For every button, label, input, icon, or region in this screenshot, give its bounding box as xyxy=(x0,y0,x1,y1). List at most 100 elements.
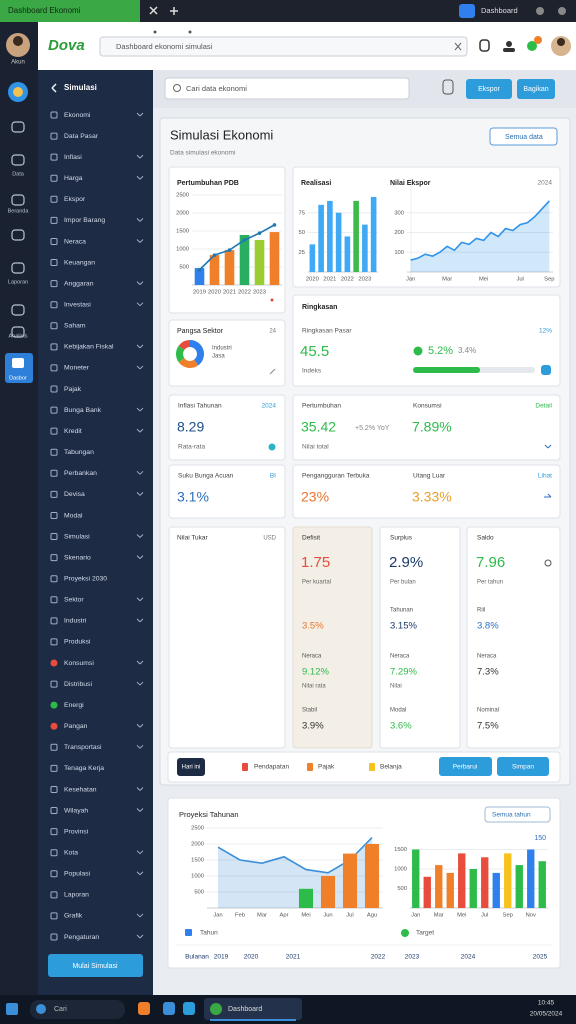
profile-name[interactable]: Dashboard xyxy=(481,6,518,15)
item-icon xyxy=(50,216,58,224)
sidebar-item[interactable]: Saham xyxy=(64,323,86,330)
sidebar-item[interactable]: Bunga Bank xyxy=(64,407,102,414)
card-badge[interactable]: 2024 xyxy=(262,403,277,410)
sidebar-item[interactable]: Populasi xyxy=(64,871,91,878)
app-icon[interactable] xyxy=(138,1002,150,1015)
filter-dropdown[interactable] xyxy=(489,127,558,146)
period-label[interactable]: 2024 xyxy=(461,954,476,961)
button[interactable] xyxy=(439,757,492,776)
sidebar-item[interactable]: Sektor xyxy=(64,597,84,604)
sidebar-item[interactable]: Kredit xyxy=(64,428,82,435)
rail-label[interactable]: Analisis xyxy=(9,333,28,339)
rail-label[interactable]: Laporan xyxy=(8,279,28,285)
action-button[interactable] xyxy=(541,365,551,375)
chart-title: Realisasi xyxy=(301,180,331,187)
sidebar-item[interactable]: Grafik xyxy=(64,913,83,920)
sidebar-item[interactable]: Energi xyxy=(64,702,84,709)
button-label[interactable]: Hari ini xyxy=(182,765,201,771)
filter-label[interactable]: Semua data xyxy=(505,134,543,141)
filter-label[interactable]: Semua tahun xyxy=(492,812,531,819)
button-label[interactable]: Simpan xyxy=(512,764,534,771)
card-badge[interactable]: 12% xyxy=(539,328,552,335)
period-label[interactable]: 2021 xyxy=(286,954,301,961)
sidebar-item[interactable]: Data Pasar xyxy=(64,133,99,140)
sidebar-item[interactable]: Harga xyxy=(64,175,83,182)
url-text[interactable]: Dashboard ekonomi simulasi xyxy=(116,42,213,51)
sidebar-item[interactable]: Wilayah xyxy=(64,807,88,814)
sidebar-item[interactable]: Impor Barang xyxy=(64,217,105,224)
app-label[interactable]: Dashboard xyxy=(228,1006,262,1013)
taskbar-search-text[interactable]: Cari xyxy=(54,1006,67,1013)
period-label[interactable]: 2022 xyxy=(371,954,386,961)
sidebar-item[interactable]: Moneter xyxy=(64,365,90,372)
chevron xyxy=(136,302,141,307)
active-app[interactable] xyxy=(204,998,302,1020)
period-label[interactable]: Bulanan xyxy=(185,954,209,961)
sidebar-item[interactable]: Produksi xyxy=(64,639,91,646)
sidebar-item[interactable]: Ekonomi xyxy=(64,112,91,119)
button-label[interactable]: Perbarui xyxy=(453,764,478,771)
button-label[interactable]: Ekspor xyxy=(478,86,500,93)
rail-label[interactable]: Dasbor xyxy=(9,375,27,381)
sidebar-item[interactable]: Perbankan xyxy=(64,470,97,477)
sidebar-item[interactable]: Distribusi xyxy=(64,681,92,688)
sidebar-item[interactable]: Kota xyxy=(64,849,78,856)
sidebar-item[interactable]: Kebijakan Fiskal xyxy=(64,344,114,351)
sidebar-item[interactable]: Modal xyxy=(64,512,83,519)
sidebar-item[interactable]: Investasi xyxy=(64,301,91,308)
sidebar-item[interactable]: Provinsi xyxy=(64,828,89,835)
sidebar-item[interactable]: Simulasi xyxy=(64,533,90,540)
sidebar-item[interactable]: Pengaturan xyxy=(64,934,99,941)
search-field[interactable] xyxy=(164,77,410,100)
sidebar-item[interactable]: Anggaran xyxy=(64,280,94,287)
sidebar-item[interactable]: Neraca xyxy=(64,238,86,245)
sidebar-item[interactable]: Pangan xyxy=(64,723,88,730)
sidebar-item[interactable]: Laporan xyxy=(64,892,89,899)
period-label[interactable]: 2020 xyxy=(244,954,259,961)
sidebar-item[interactable]: Konsumsi xyxy=(64,660,94,667)
card xyxy=(292,464,561,519)
point xyxy=(212,253,217,257)
app-icon[interactable] xyxy=(163,1002,175,1015)
sidebar-item[interactable]: Tenaga Kerja xyxy=(64,765,104,772)
chevron xyxy=(139,681,144,686)
button-label[interactable]: Mulai Simulasi xyxy=(72,963,118,970)
sidebar-item[interactable]: Devisa xyxy=(64,491,85,498)
button[interactable] xyxy=(497,757,549,776)
sidebar-item[interactable]: Industri xyxy=(64,618,87,625)
period-label[interactable]: 2025 xyxy=(533,954,548,961)
filter-dropdown[interactable] xyxy=(484,806,551,823)
button[interactable] xyxy=(517,79,555,99)
chevron xyxy=(136,555,141,559)
start-icon[interactable] xyxy=(6,1003,18,1015)
search-placeholder[interactable]: Cari data ekonomi xyxy=(186,84,247,93)
button[interactable] xyxy=(466,79,512,99)
start-button[interactable] xyxy=(48,954,143,977)
sidebar-item[interactable]: Ekspor xyxy=(64,196,86,203)
bar xyxy=(492,872,500,908)
sidebar-item[interactable]: Transportasi xyxy=(64,744,102,751)
sidebar-item[interactable]: Kesehatan xyxy=(64,786,97,793)
card xyxy=(292,294,561,387)
taskbar-search[interactable] xyxy=(30,1000,125,1019)
url-field[interactable] xyxy=(99,36,468,57)
card-badge[interactable]: BI xyxy=(270,473,276,480)
period-label[interactable]: 2019 xyxy=(214,954,229,961)
point xyxy=(197,268,202,272)
card-badge[interactable]: Lihat xyxy=(538,473,552,480)
rail-label[interactable]: Data xyxy=(12,171,25,177)
sidebar-item[interactable]: Skenario xyxy=(64,554,91,561)
sidebar-item[interactable]: Tabungan xyxy=(64,449,94,456)
sidebar-item[interactable]: Proyeksi 2030 xyxy=(64,575,107,582)
sidebar-item[interactable]: Inflasi xyxy=(64,154,82,161)
button-label[interactable]: Bagikan xyxy=(523,86,548,93)
sidebar-item[interactable]: Keuangan xyxy=(64,259,95,266)
rail-label[interactable]: Beranda xyxy=(8,208,30,214)
button[interactable] xyxy=(177,758,205,776)
period-label[interactable]: 2023 xyxy=(405,954,420,961)
tab-title[interactable]: Dashboard Ekonomi xyxy=(8,6,81,15)
active-tab[interactable] xyxy=(0,0,140,22)
card-badge[interactable]: Detail xyxy=(535,403,552,410)
app-icon[interactable] xyxy=(183,1002,195,1015)
sidebar-item[interactable]: Pajak xyxy=(64,386,82,393)
